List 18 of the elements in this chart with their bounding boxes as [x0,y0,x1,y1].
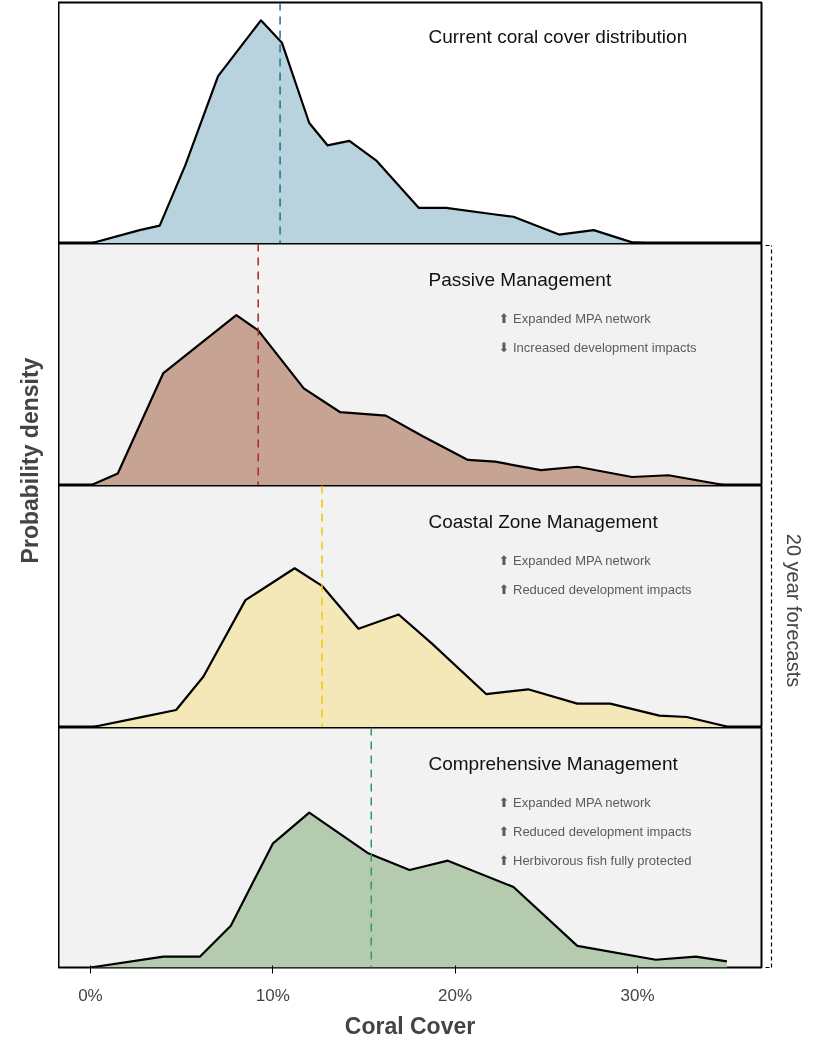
x-tick-label: 0% [78,985,103,1005]
text: ⬆ Expanded MPA network [498,552,652,568]
chart-title: Comprehensive Management [428,752,679,774]
x-tick-label: 20% [438,985,473,1005]
annotation: ⬆ Reduced development impacts [498,581,692,597]
annotation: ⬇ Increased development impacts [498,339,698,355]
chart-title: Passive Management [428,268,612,290]
annotation: ⬆ Reduced development impacts [498,823,692,839]
text: 20 year forecasts [782,533,805,688]
text: ⬆ Expanded MPA network [498,794,652,810]
chart-title: Coastal Zone Management [428,510,659,532]
x-tick-label: 30% [620,985,655,1005]
x-axis-title: Coral Cover [344,1012,476,1039]
chart-title: Current coral cover distribution [428,25,688,47]
y-axis-title: Probability density [16,357,43,564]
x-tick-label: 10% [255,985,290,1005]
annotation: ⬆ Herbivorous fish fully protected [498,852,692,868]
annotation: ⬆ Expanded MPA network [498,310,652,326]
